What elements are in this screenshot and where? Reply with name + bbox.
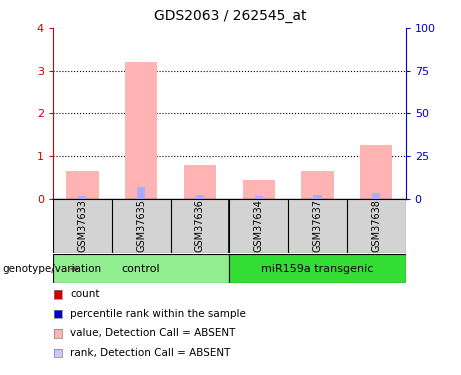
Text: GSM37636: GSM37636 <box>195 200 205 252</box>
Bar <box>66 171 99 199</box>
Text: miR159a transgenic: miR159a transgenic <box>261 264 374 273</box>
Bar <box>53 254 230 283</box>
Bar <box>301 171 334 199</box>
Text: count: count <box>70 290 100 299</box>
Bar <box>78 196 87 199</box>
Text: genotype/variation: genotype/variation <box>2 264 101 274</box>
Text: GSM37638: GSM37638 <box>371 200 381 252</box>
Bar <box>242 180 275 199</box>
Text: GSM37635: GSM37635 <box>136 200 146 252</box>
Text: GSM37634: GSM37634 <box>254 200 264 252</box>
Text: control: control <box>122 264 160 273</box>
Text: percentile rank within the sample: percentile rank within the sample <box>70 309 246 319</box>
Bar <box>184 165 216 199</box>
Bar <box>230 254 406 283</box>
Bar <box>137 187 145 199</box>
Text: value, Detection Call = ABSENT: value, Detection Call = ABSENT <box>70 328 236 338</box>
Text: GSM37637: GSM37637 <box>313 200 323 252</box>
Text: GDS2063 / 262545_at: GDS2063 / 262545_at <box>154 9 307 23</box>
Bar <box>313 195 322 199</box>
Bar <box>196 195 204 199</box>
Bar <box>372 193 380 199</box>
Bar <box>254 196 263 199</box>
Bar <box>125 62 157 199</box>
Bar <box>360 146 392 199</box>
Text: GSM37633: GSM37633 <box>77 200 88 252</box>
Text: rank, Detection Call = ABSENT: rank, Detection Call = ABSENT <box>70 348 230 358</box>
